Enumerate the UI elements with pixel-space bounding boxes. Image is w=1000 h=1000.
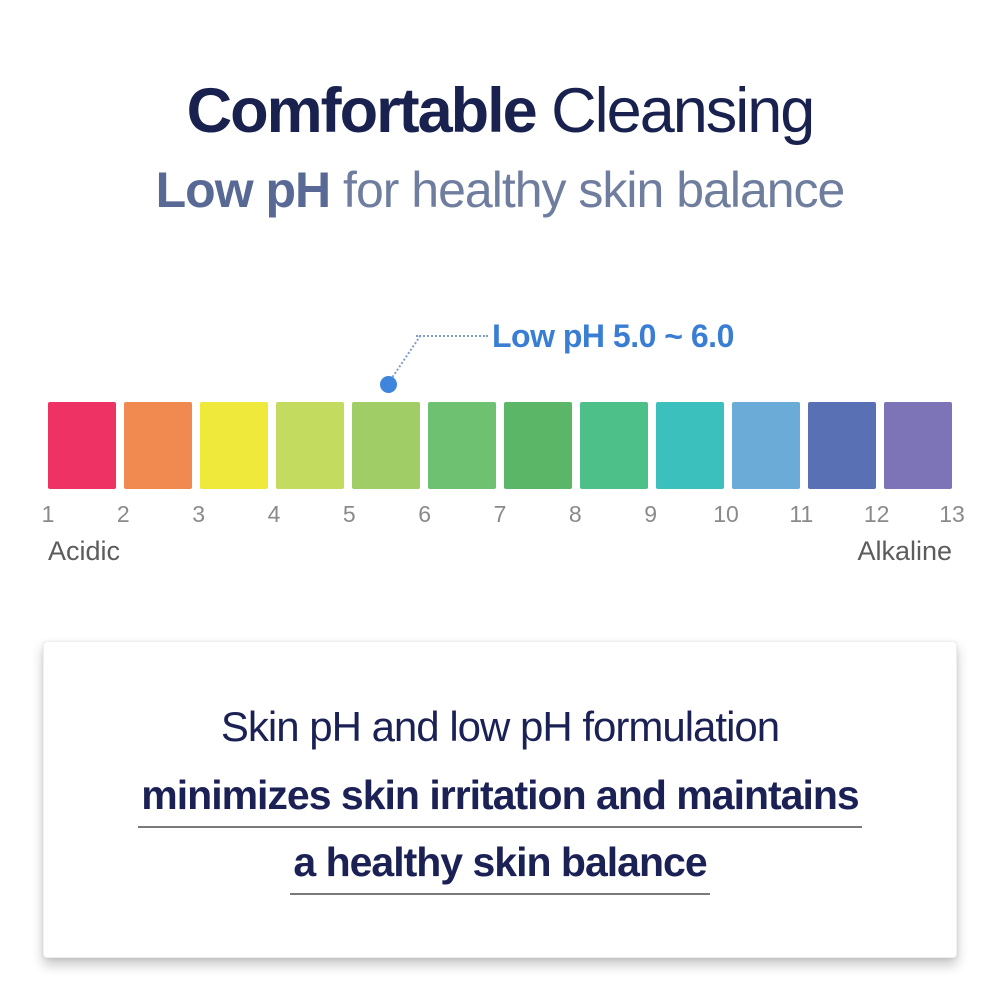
ph-marker-dot-icon xyxy=(380,376,397,393)
ph-swatch-4 xyxy=(276,402,344,489)
ph-swatch-12 xyxy=(884,402,952,489)
alkaline-label: Alkaline xyxy=(857,536,952,566)
ph-tick-6: 6 xyxy=(418,501,432,527)
ph-tick-8: 8 xyxy=(568,501,582,527)
ph-swatch-10 xyxy=(732,402,800,489)
ph-tick-2: 2 xyxy=(116,501,130,527)
subtitle-light-text: for healthy skin balance xyxy=(343,162,845,218)
ph-swatch-3 xyxy=(200,402,268,489)
subtitle-bold-text: Low pH xyxy=(155,162,332,218)
ph-swatch-2 xyxy=(124,402,192,489)
info-line-1: Skin pH and low pH formulation xyxy=(220,703,780,751)
ph-tick-row: 1 2 3 4 5 6 7 8 9 10 11 12 13 xyxy=(42,501,965,527)
ph-swatch-row xyxy=(48,402,952,489)
ph-swatch-7 xyxy=(504,402,572,489)
ph-swatch-5 xyxy=(352,402,420,489)
ph-tick-10: 10 xyxy=(713,501,739,527)
annotation-leader-horizontal-line xyxy=(416,335,488,337)
page-subtitle: Low pH for healthy skin balance xyxy=(0,165,1000,215)
ph-tick-13: 13 xyxy=(939,501,965,527)
ph-tick-3: 3 xyxy=(192,501,206,527)
ph-tick-1: 1 xyxy=(41,501,55,527)
annotation-leader-diagonal-line xyxy=(390,335,422,381)
title-bold-text: Comfortable xyxy=(186,76,538,146)
ph-scale-labels: Acidic Alkaline xyxy=(48,535,952,567)
page-title: Comfortable Cleansing xyxy=(0,80,1000,143)
ph-swatch-8 xyxy=(580,402,648,489)
ph-swatch-9 xyxy=(656,402,724,489)
ph-swatch-11 xyxy=(808,402,876,489)
info-line-2: minimizes skin irritation and maintains xyxy=(138,772,862,828)
ph-tick-9: 9 xyxy=(644,501,658,527)
annotation-label: Low pH 5.0 ~ 6.0 xyxy=(492,318,734,354)
ph-swatch-1 xyxy=(48,402,116,489)
acidic-label: Acidic xyxy=(48,536,121,566)
ph-tick-11: 11 xyxy=(789,501,814,527)
ph-scale: 1 2 3 4 5 6 7 8 9 10 11 12 13 Acidic Alkaline xyxy=(42,402,965,567)
header: Comfortable Cleansing Low pH for healthy… xyxy=(0,80,1000,216)
ph-swatch-6 xyxy=(428,402,496,489)
ph-tick-7: 7 xyxy=(493,501,507,527)
title-light-text: Cleansing xyxy=(551,76,815,146)
ph-tick-4: 4 xyxy=(267,501,281,527)
info-box: Skin pH and low pH formulation minimizes… xyxy=(43,641,957,958)
ph-tick-5: 5 xyxy=(342,501,356,527)
info-line-3: a healthy skin balance xyxy=(290,839,710,895)
ph-tick-12: 12 xyxy=(863,501,890,527)
